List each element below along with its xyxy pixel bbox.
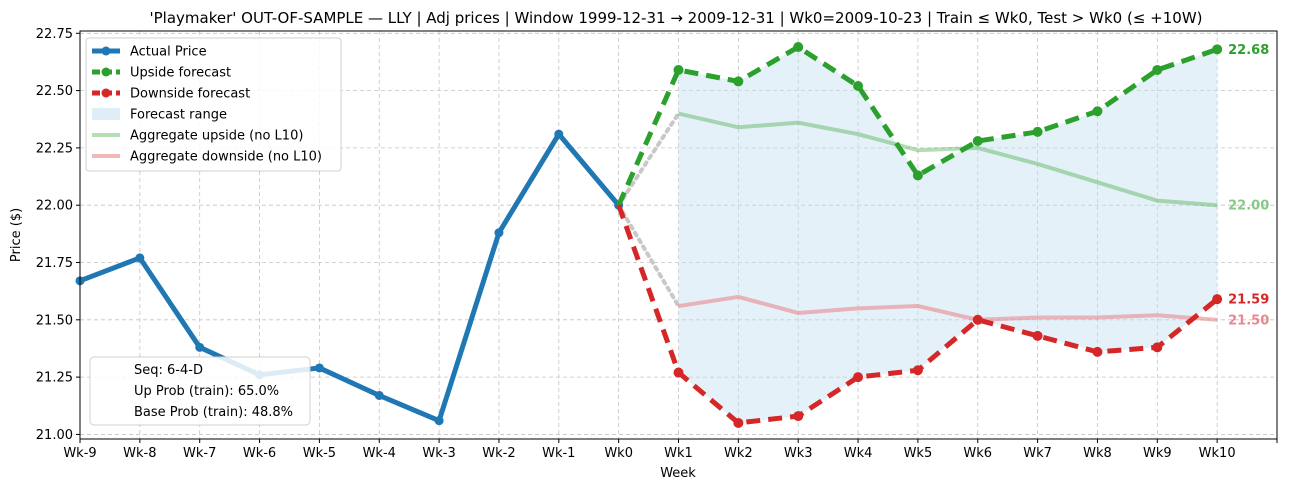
x-tick-label: Wk-9 [63,446,96,461]
upside-forecast-point [733,76,744,87]
upside-forecast-point [793,42,804,53]
x-tick-label: Wk4 [844,446,873,461]
y-tick-label: 21.25 [36,371,73,386]
legend: Actual Price Upside forecast Downside fore… [85,37,342,172]
end-value-label: 21.50 [1228,313,1269,328]
downside-forecast-point [1152,342,1163,353]
legend-frame [85,37,342,172]
x-tick-label: Wk1 [664,446,693,461]
aggregate-downside-line [678,294,1218,322]
x-tick-label: Wk5 [904,446,933,461]
x-tick-label: Wk6 [963,446,992,461]
x-tick-label: Wk-7 [183,446,216,461]
y-tick-label: 21.75 [36,256,73,271]
x-tick-label: Wk-2 [482,446,515,461]
aggregate-downside-connector [616,203,681,309]
forecast-range-fill [678,47,1218,423]
x-tick-label: Wk-8 [123,446,156,461]
upside-forecast-point [1092,106,1103,117]
downside-forecast-point [1092,346,1103,357]
upside-forecast-line [616,44,1218,207]
legend-swatch [92,108,120,120]
legend-label: Downside forecast [130,87,250,102]
y-axis-label: Price ($) [9,208,24,262]
x-tick-label: Wk-4 [363,446,396,461]
downside-forecast-point [733,417,744,428]
x-tick-label: Wk-5 [303,446,336,461]
downside-forecast-point [912,365,923,376]
y-tick-label: 22.50 [36,84,73,99]
x-tick-label: Wk7 [1023,446,1052,461]
x-tick-label: Wk-6 [243,446,276,461]
annotation-line: Up Prob (train): 65.0% [134,384,279,399]
annotation-frame [89,356,311,426]
y-axis: 21.00 21.25 21.50 21.75 22.00 22.25 22.50 22.75 [36,27,80,443]
x-tick-label: Wk8 [1083,446,1112,461]
end-value-label: 22.68 [1228,43,1269,58]
downside-forecast-point [972,314,983,325]
forecast-range-area [678,47,1218,423]
y-tick-label: 22.00 [36,199,73,214]
y-tick-label: 22.25 [36,141,73,156]
legend-label: Forecast range [130,108,227,123]
y-tick-label: 22.75 [36,27,73,42]
legend-marker [101,67,111,77]
actual-price-point [554,129,564,139]
x-axis: Wk-9 Wk-8 Wk-7 Wk-6 Wk-5 Wk-4 Wk-3 Wk-2 Wk-1 Wk0 W… [63,439,1278,461]
downside-forecast-point [1212,294,1223,305]
upside-forecast-point [853,81,864,92]
series-lines [75,42,1223,428]
chart-title: 'Playmaker' OUT-OF-SAMPLE — LLY | Adj pr… [149,9,1202,27]
x-tick-label: Wk3 [784,446,813,461]
x-tick-label: Wk2 [724,446,753,461]
downside-forecast-point [1032,330,1043,341]
downside-forecast-point [853,372,864,383]
downside-forecast-point [673,367,684,378]
upside-forecast-point [1032,126,1043,137]
actual-price-line [79,131,621,424]
upside-forecast-point [1152,64,1163,75]
y-tick-label: 21.50 [36,313,73,328]
actual-price-point [314,363,324,373]
downside-forecast-point [793,411,804,422]
aggregate-upside-line [678,111,1218,208]
x-axis-label: Week [660,466,696,481]
legend-label: Upside forecast [130,66,231,81]
upside-forecast-point [972,136,983,147]
actual-price-point [434,416,444,426]
end-value-labels: 22.68 22.00 21.59 21.50 [1228,43,1269,328]
legend-label: Aggregate upside (no L10) [130,129,303,144]
legend-label: Aggregate downside (no L10) [130,150,322,165]
actual-price-point [494,228,504,238]
end-value-label: 22.00 [1228,199,1269,214]
legend-marker [101,46,111,56]
aggregate-upside-connector [616,111,681,208]
annotation-line: Seq: 6-4-D [134,363,203,378]
annotation-line: Base Prob (train): 48.8% [134,405,293,420]
upside-forecast-point [912,170,923,181]
x-tick-label: Wk9 [1143,446,1172,461]
upside-forecast-point [673,64,684,75]
x-tick-label: Wk-3 [422,446,455,461]
upside-forecast-point [1212,44,1223,55]
y-tick-label: 21.00 [36,428,73,443]
x-tick-label: Wk10 [1199,446,1236,461]
actual-price-point [135,253,145,263]
x-tick-label: Wk-1 [542,446,575,461]
actual-price-point [195,342,205,352]
legend-marker [101,88,111,98]
end-value-label: 21.59 [1228,293,1269,308]
x-tick-label: Wk0 [604,446,633,461]
actual-price-point [374,390,384,400]
stats-annotation-box: Seq: 6-4-D Up Prob (train): 65.0% Base Pro… [89,356,311,426]
legend-label: Actual Price [130,45,207,60]
